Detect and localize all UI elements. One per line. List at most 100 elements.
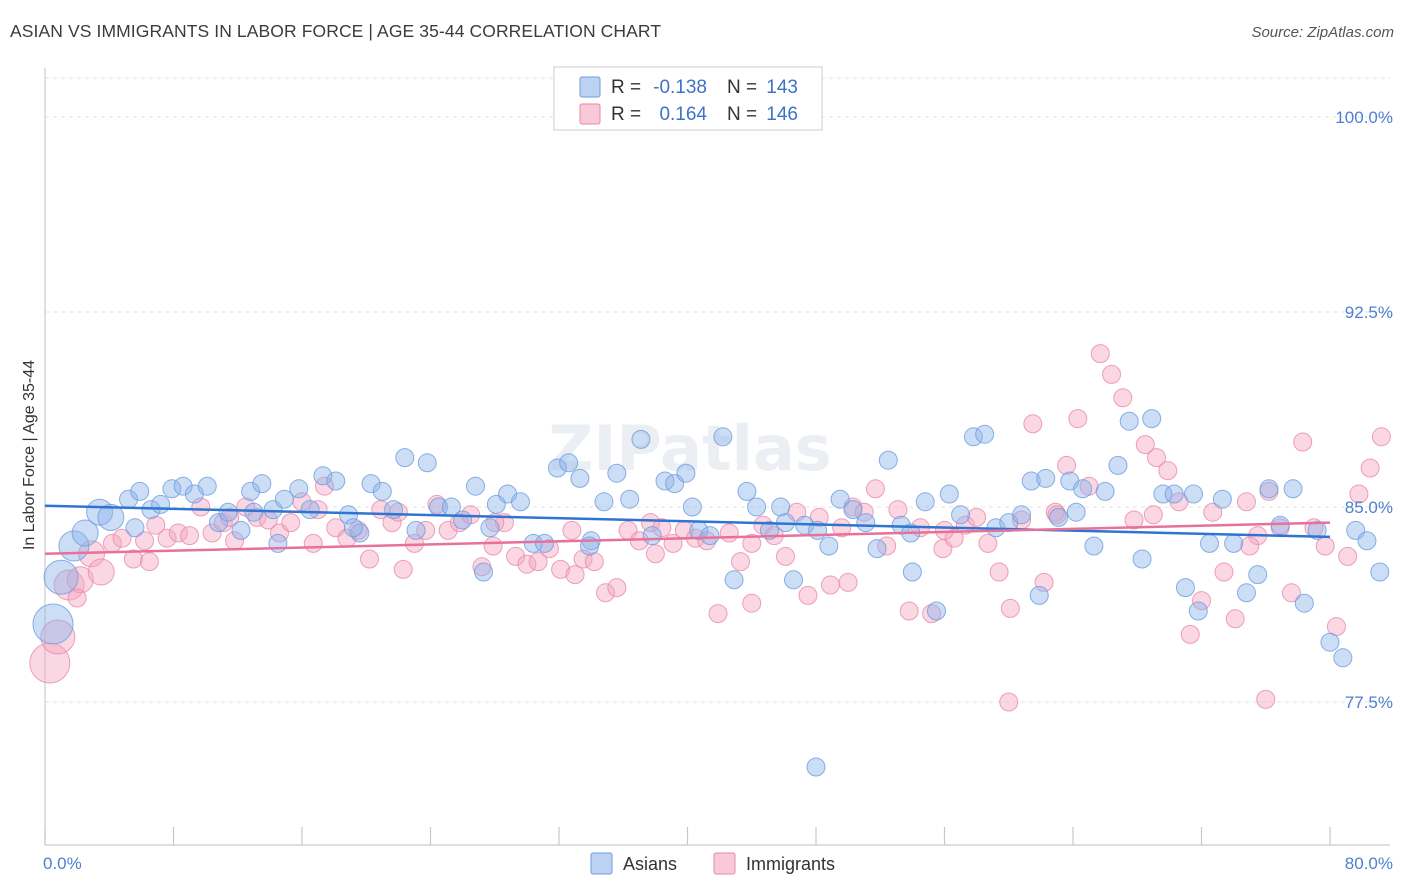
immigrants-trend-line xyxy=(44,521,1331,556)
asians-point xyxy=(1095,481,1115,501)
asians-point xyxy=(241,481,261,501)
asians-point xyxy=(1084,536,1104,556)
x-tick-label-min: 0.0% xyxy=(43,854,82,873)
y-tick-label: 92.5% xyxy=(1345,303,1393,322)
asians-point xyxy=(32,603,74,645)
asians-point xyxy=(474,562,494,582)
immigrants-point xyxy=(652,518,672,538)
asians-point xyxy=(465,476,485,496)
asians-point xyxy=(1029,585,1049,605)
asians-point xyxy=(1333,648,1353,668)
immigrants-point xyxy=(213,513,233,533)
y-tick-label: 85.0% xyxy=(1345,498,1393,517)
immigrants-point xyxy=(935,520,954,540)
asians-point xyxy=(607,463,627,483)
immigrants-point xyxy=(838,572,858,592)
immigrants-point xyxy=(888,500,908,520)
immigrants-point xyxy=(388,502,408,522)
immigrants-point xyxy=(123,549,143,569)
immigrants-points xyxy=(29,344,1391,712)
asians-point xyxy=(1119,411,1139,431)
asians-point xyxy=(1200,533,1220,553)
immigrants-point xyxy=(180,526,200,546)
immigrants-point xyxy=(1000,598,1020,618)
immigrants-point xyxy=(1068,409,1088,429)
asians-point xyxy=(97,503,125,531)
asians-point xyxy=(1132,549,1152,569)
asians-point xyxy=(197,476,217,496)
asians-point xyxy=(151,494,171,514)
immigrants-point xyxy=(146,515,166,535)
immigrants-point xyxy=(40,619,76,655)
asians-point xyxy=(1294,593,1314,613)
immigrants-point xyxy=(899,601,919,621)
immigrants-point xyxy=(1281,583,1301,603)
source-label: Source: ZipAtlas.com xyxy=(1251,24,1394,41)
immigrants-point xyxy=(1293,432,1313,452)
immigrants-point xyxy=(1240,536,1260,556)
trend-lines xyxy=(44,504,1331,556)
immigrants-r-label: R = xyxy=(611,104,641,125)
asians-series-swatch xyxy=(590,852,613,875)
immigrants-point xyxy=(798,585,818,605)
asians-point xyxy=(1153,484,1173,504)
immigrants-series-swatch xyxy=(713,852,736,875)
asians-point xyxy=(963,427,983,447)
asians-trend-line xyxy=(44,504,1331,539)
immigrants-point xyxy=(359,549,379,569)
immigrants-point xyxy=(697,531,717,551)
asians-point xyxy=(771,497,791,517)
asians-point xyxy=(806,757,826,777)
asians-point xyxy=(700,526,720,546)
immigrants-point xyxy=(438,520,458,540)
chart-title: ASIAN VS IMMIGRANTS IN LABOR FORCE | AGE… xyxy=(10,21,662,41)
asians-point xyxy=(642,526,662,546)
asians-point xyxy=(43,559,79,595)
immigrants-point xyxy=(1180,624,1200,644)
asians-point xyxy=(1175,578,1195,598)
immigrants-point xyxy=(1349,484,1369,504)
immigrants-point xyxy=(1124,510,1144,530)
x-tick-label-max: 80.0% xyxy=(1345,854,1393,873)
immigrants-point xyxy=(1214,562,1234,582)
immigrants-r-value: 0.164 xyxy=(659,104,707,125)
x-tick-labels: 0.0% 80.0% xyxy=(43,854,1393,873)
asians-point xyxy=(1066,502,1086,522)
immigrants-point xyxy=(29,642,71,684)
immigrants-point xyxy=(1371,427,1391,447)
asians-point xyxy=(71,519,99,547)
immigrants-point xyxy=(596,583,616,603)
immigrants-point xyxy=(393,559,413,579)
asians-point xyxy=(1188,601,1208,621)
immigrants-point xyxy=(854,502,874,522)
immigrants-point xyxy=(168,523,188,543)
immigrants-point xyxy=(989,562,1009,582)
asians-point xyxy=(231,520,251,540)
asians-point xyxy=(1108,455,1128,475)
asians-point xyxy=(1236,583,1256,603)
asians-point xyxy=(274,489,294,509)
immigrants-point xyxy=(955,515,975,535)
immigrants-point xyxy=(562,520,582,540)
immigrants-point xyxy=(112,528,132,548)
asians-point xyxy=(1164,484,1184,504)
immigrants-point xyxy=(528,552,548,572)
immigrants-point xyxy=(1102,364,1122,384)
asians-point xyxy=(1248,565,1268,585)
asians-point xyxy=(1012,505,1032,525)
asians-point xyxy=(1073,479,1093,499)
immigrants-point xyxy=(944,528,964,548)
immigrants-point xyxy=(742,533,762,553)
asians-point xyxy=(676,463,696,483)
asians-point xyxy=(682,497,702,517)
asians-point xyxy=(737,481,757,501)
asians-point xyxy=(1183,484,1203,504)
asians-point xyxy=(547,458,567,478)
immigrants-point xyxy=(1192,591,1211,611)
y-tick-label: 100.0% xyxy=(1335,108,1393,127)
asians-point xyxy=(747,497,767,517)
asians-point xyxy=(480,518,500,538)
asians-point xyxy=(1021,471,1041,491)
immigrants-point xyxy=(66,566,94,594)
